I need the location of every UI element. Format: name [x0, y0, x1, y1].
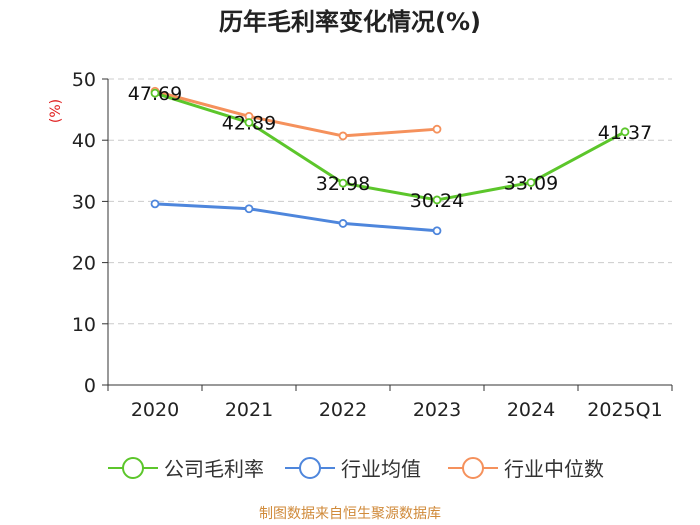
legend-marker — [122, 457, 144, 479]
chart-title: 历年毛利率变化情况(%) — [219, 8, 481, 36]
y-tick-label: 10 — [72, 314, 96, 336]
series-0 — [150, 88, 630, 205]
source-note: 制图数据来自恒生聚源数据库 — [259, 506, 441, 522]
data-point[interactable] — [432, 195, 442, 205]
y-axis-unit: (%) — [48, 99, 64, 123]
x-tick-label: 2022 — [319, 399, 367, 421]
data-point[interactable] — [244, 118, 254, 127]
series-line-1 — [154, 202, 438, 233]
data-label: 33.09 — [504, 172, 558, 194]
data-label: 41.37 — [598, 122, 652, 144]
data-point[interactable] — [150, 199, 160, 209]
legend-item-0[interactable]: 公司毛利率 — [108, 457, 264, 481]
y-tick-label: 30 — [72, 191, 96, 213]
legend-label: 公司毛利率 — [164, 457, 264, 481]
x-tick-label: 2025Q1 — [587, 399, 662, 421]
y-tick-label: 50 — [72, 69, 96, 91]
data-labels: 47.69 42.89 32.98 30.24 33.09 41.37 — [128, 83, 652, 212]
series-line-0 — [154, 91, 626, 202]
data-label: 30.24 — [410, 190, 464, 212]
axes: 0 10 20 30 40 50 2020 2021 2022 2023 2024 2025Q1 — [72, 69, 673, 421]
y-tick-label: 0 — [84, 375, 96, 397]
legend-marker — [299, 457, 321, 479]
y-tick-label: 20 — [72, 253, 96, 275]
data-point[interactable] — [244, 204, 254, 214]
data-point[interactable] — [338, 178, 348, 188]
data-point[interactable] — [432, 226, 442, 236]
data-point[interactable] — [526, 178, 536, 187]
y-tick-label: 40 — [72, 130, 96, 152]
series-line-2 — [154, 89, 438, 138]
legend-label: 行业均值 — [341, 457, 421, 481]
x-tick-label: 2024 — [507, 399, 555, 421]
data-point[interactable] — [150, 88, 160, 98]
series-layer — [150, 86, 630, 236]
legend-marker — [462, 457, 484, 479]
data-label: 32.98 — [316, 173, 370, 195]
x-tick-label: 2023 — [413, 399, 461, 421]
series-1 — [150, 199, 442, 236]
data-point[interactable] — [620, 127, 630, 137]
grid-lines — [108, 78, 672, 325]
legend-item-2[interactable]: 行业中位数 — [448, 457, 604, 481]
x-tick-label: 2020 — [131, 399, 179, 421]
data-point[interactable] — [432, 124, 442, 134]
legend-label: 行业中位数 — [504, 457, 604, 481]
data-point[interactable] — [338, 131, 348, 141]
data-label: 42.89 — [222, 113, 276, 135]
series-2 — [150, 86, 442, 141]
data-point[interactable] — [338, 219, 348, 228]
legend-item-1[interactable]: 行业均值 — [285, 457, 421, 481]
x-tick-label: 2021 — [225, 399, 273, 421]
legend[interactable]: 公司毛利率 行业均值 行业中位数 — [108, 457, 604, 481]
data-label: 47.69 — [128, 83, 182, 105]
